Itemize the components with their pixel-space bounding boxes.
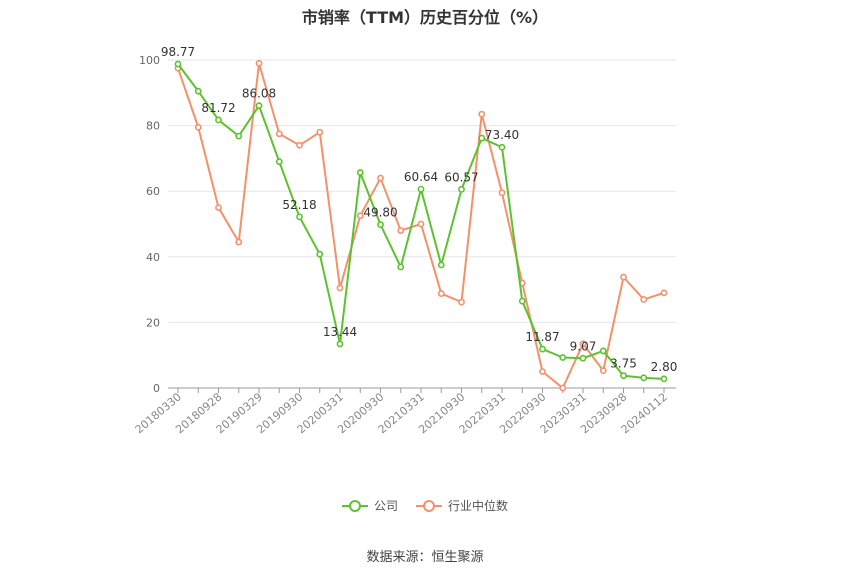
data-point-company — [215, 116, 222, 124]
data-point-industry-median — [599, 367, 607, 375]
series — [174, 59, 668, 392]
data-point-industry-median — [437, 290, 445, 297]
data-point-industry-median — [660, 289, 668, 297]
data-label: 3.75 — [610, 357, 637, 371]
data-point-company — [194, 87, 202, 95]
data-point-company — [296, 213, 303, 221]
data-labels: 98.77 81.72 86.08 52.18 13.44 49.80 60.64 60.57… — [161, 45, 678, 374]
source-label: 数据来源： — [366, 550, 432, 565]
data-point-company — [316, 250, 324, 258]
data-point-company — [255, 102, 263, 110]
data-point-company — [397, 263, 405, 271]
y-tick-label: 100 — [139, 54, 160, 67]
data-label: 13.44 — [323, 325, 357, 339]
data-point-industry-median — [194, 123, 202, 131]
data-point-industry-median — [356, 212, 364, 220]
source-name: 恒生聚源 — [431, 550, 484, 565]
data-point-company — [458, 185, 465, 193]
data-point-industry-median — [397, 227, 405, 234]
data-point-company — [417, 185, 425, 193]
chart-title: 市销率（TTM）历史百分位（%） — [301, 8, 549, 27]
data-label: 86.08 — [242, 87, 276, 101]
y-tick-label: 0 — [153, 382, 160, 395]
data-point-company — [377, 221, 384, 229]
data-point-company — [478, 134, 486, 142]
y-tick-label: 20 — [146, 316, 160, 329]
data-point-industry-median — [559, 384, 567, 392]
data-point-company — [356, 169, 364, 176]
data-point-industry-median — [235, 238, 243, 246]
data-point-industry-median — [296, 141, 303, 149]
data-point-industry-median — [539, 368, 546, 375]
data-point-company — [518, 297, 526, 305]
data-point-company — [660, 375, 668, 383]
data-point-company — [235, 132, 243, 140]
data-point-industry-median — [478, 110, 486, 118]
data-point-industry-median — [458, 298, 465, 306]
data-point-company — [559, 354, 567, 361]
data-label: 81.72 — [201, 101, 235, 115]
legend-label-company: 公司 — [373, 499, 398, 513]
data-point-industry-median — [620, 273, 627, 281]
legend-label-industry-median: 行业中位数 — [448, 499, 509, 513]
legend: 公司 行业中位数 — [0, 497, 850, 514]
data-point-company — [640, 374, 648, 382]
y-tick-label: 80 — [146, 120, 160, 133]
data-point-company — [579, 354, 587, 362]
legend-item-company[interactable]: 公司 — [341, 497, 398, 514]
y-tick-label: 60 — [146, 185, 160, 198]
data-label: 98.77 — [161, 45, 195, 59]
legend-item-industry-median[interactable]: 行业中位数 — [416, 497, 508, 514]
data-label: 73.40 — [485, 128, 519, 142]
data-label: 49.80 — [363, 206, 397, 220]
data-point-company — [275, 158, 283, 166]
data-point-company — [599, 347, 607, 355]
data-point-industry-median — [640, 296, 648, 303]
data-point-industry-median — [579, 340, 587, 348]
data-point-company — [174, 60, 182, 68]
data-point-company — [620, 372, 627, 380]
data-point-industry-median — [255, 59, 263, 67]
data-label: 9.07 — [570, 339, 597, 353]
data-label: 11.87 — [525, 330, 559, 344]
data-label: 60.57 — [444, 170, 478, 184]
legend-swatch-industry-median — [416, 499, 442, 513]
data-point-industry-median — [316, 128, 324, 136]
data-label: 2.80 — [651, 360, 678, 374]
data-point-company — [437, 261, 445, 269]
source-note: 数据来源：恒生聚源 — [0, 546, 850, 565]
legend-swatch-company — [341, 499, 368, 513]
data-label: 52.18 — [282, 198, 316, 212]
data-label: 60.64 — [404, 170, 438, 184]
data-point-company — [539, 345, 546, 353]
data-point-industry-median — [417, 220, 425, 228]
data-point-industry-median — [275, 130, 283, 138]
data-point-industry-median — [215, 204, 222, 211]
data-point-company — [498, 143, 506, 151]
data-point-industry-median — [377, 174, 384, 182]
y-tick-label: 40 — [146, 251, 160, 264]
data-point-industry-median — [336, 284, 344, 292]
data-point-industry-median — [498, 189, 506, 197]
data-point-company — [336, 340, 344, 348]
